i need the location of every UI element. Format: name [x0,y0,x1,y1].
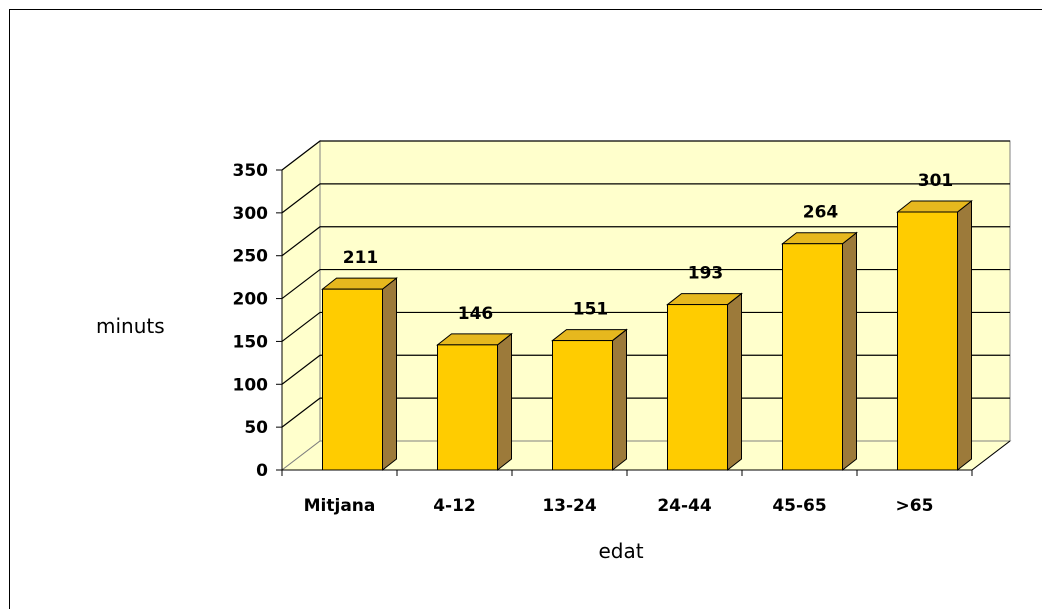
bar-top-face [896,200,973,213]
bar-side-face [842,231,857,472]
bar-front-face [667,304,728,471]
bar [321,277,398,472]
bars [321,199,973,472]
bar [781,231,858,472]
chart-frame [9,9,1042,609]
y-tick-label: 50 [244,418,268,438]
gridline [281,140,1010,171]
x-tick-label: 24-44 [657,496,712,516]
bar-front-face [322,288,383,471]
bar-top-face [321,277,398,290]
bar-front-face [782,243,843,471]
y-tick-label: 350 [233,161,269,181]
bar [896,199,973,472]
gridline [281,226,1010,257]
x-tick-label: 4-12 [433,496,476,516]
bar-top-face [551,329,628,342]
data-label: 146 [458,304,494,324]
gridline [281,354,1010,385]
y-axis-title: minuts [96,314,165,338]
bar-top-face [436,333,513,346]
y-tick-label: 250 [233,247,269,267]
gridlines [281,140,1010,428]
gridline [281,397,1010,428]
bar-side-face [612,328,627,472]
bar-front-face [437,344,498,471]
data-labels: 211 146 151 193 264 301 [343,171,954,324]
data-label: 264 [803,203,839,223]
data-label: 151 [573,300,609,320]
x-tick-label: 13-24 [542,496,597,516]
y-axis-ticks: 0 50 100 150 200 250 300 350 [233,161,283,481]
bar-chart: 0 50 100 150 200 250 300 350 Mitjana 4-12 13-24 24… [96,139,1012,563]
bar-side-face [497,332,512,472]
side-wall [281,139,321,472]
x-tick-label: 45-65 [772,496,826,516]
bar-front-face [897,211,958,471]
x-tick-label: >65 [896,496,934,516]
x-tick-label: Mitjana [304,496,376,516]
y-tick-label: 300 [233,204,269,224]
gridline [281,183,1010,214]
x-axis-ticks: Mitjana 4-12 13-24 24-44 45-65 >65 [281,440,1011,516]
gridline [281,268,1010,300]
y-tick-label: 200 [233,290,269,310]
y-tick-label: 150 [233,332,269,352]
gridline [281,311,1010,342]
bar-side-face [727,292,742,472]
x-axis-depth-line [971,440,1011,471]
bar [436,332,513,472]
x-axis-title: edat [598,539,643,563]
data-label: 301 [918,171,954,191]
bar [666,292,743,472]
y-tick-label: 100 [233,375,269,395]
bar [551,328,628,472]
bar-side-face [382,277,397,472]
bar-top-face [781,232,858,245]
y-tick-label: 0 [256,461,268,481]
bar-side-face [957,199,972,472]
bar-top-face [666,293,743,306]
data-label: 193 [688,264,724,284]
data-label: 211 [343,248,379,268]
bar-front-face [552,340,613,471]
